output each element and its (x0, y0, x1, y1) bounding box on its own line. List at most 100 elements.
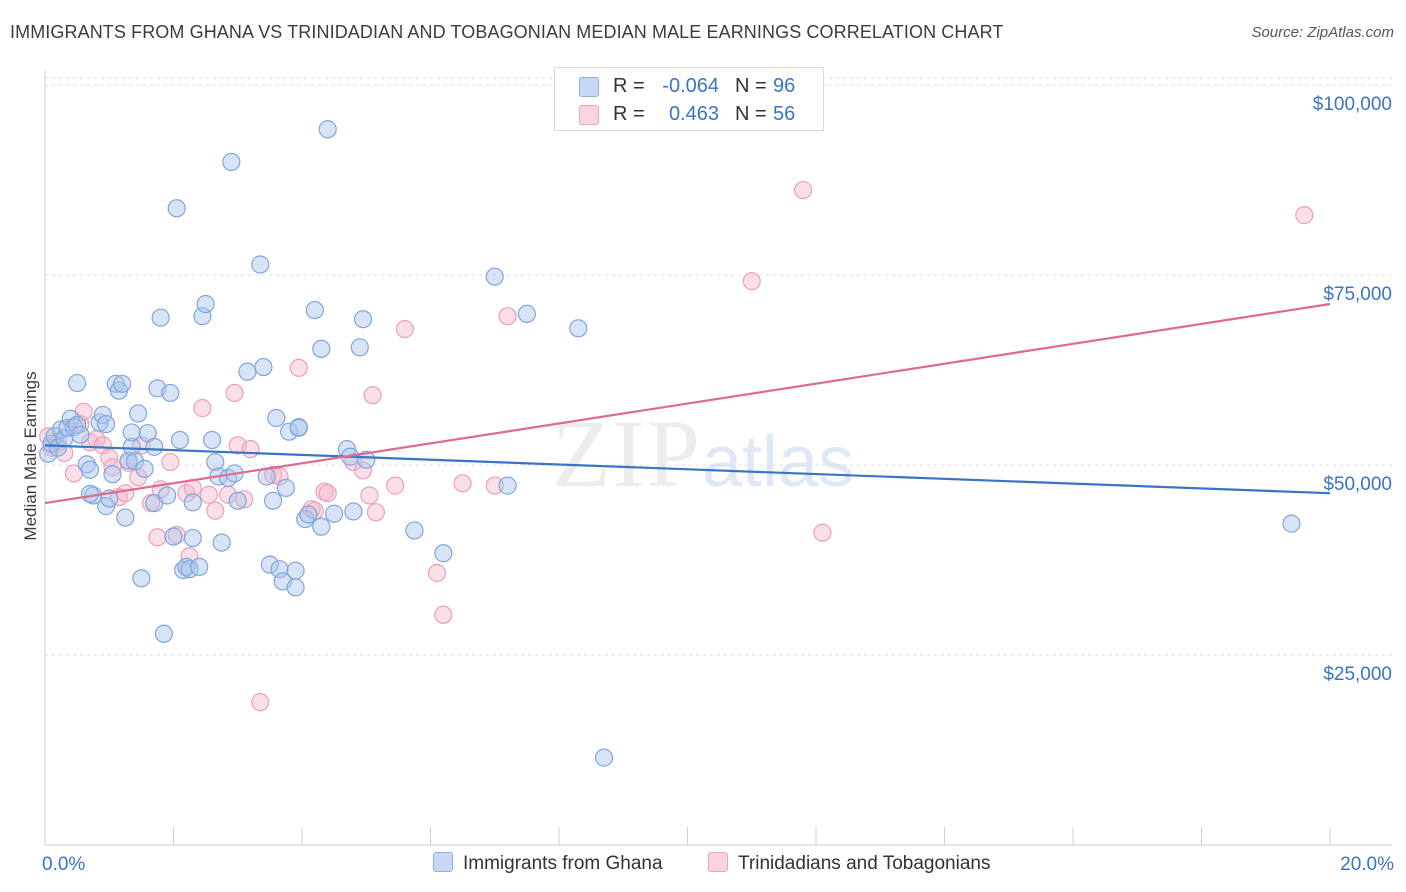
point-trinidadians (366, 503, 385, 522)
point-ghana (112, 374, 132, 393)
point-ghana (145, 437, 164, 456)
bottom-legend-swatch-ghana (433, 852, 453, 872)
y-tick-label: $50,000 (1323, 474, 1392, 495)
y-tick-label: $75,000 (1323, 284, 1392, 305)
point-trinidadians (241, 440, 260, 459)
point-ghana (263, 491, 283, 510)
legend-n-value: 96 (773, 75, 796, 97)
point-ghana (167, 199, 186, 218)
trend-lines (44, 302, 1331, 505)
point-ghana (405, 521, 424, 540)
legend-r-value: 0.463 (668, 103, 719, 125)
point-ghana (251, 255, 270, 274)
point-trinidadians (161, 452, 180, 472)
point-ghana (135, 459, 154, 478)
legend-row-ghana: R = -0.064 N = 96 (555, 73, 823, 101)
point-trinidadians (289, 358, 308, 377)
point-trinidadians (360, 486, 379, 505)
point-trinidadians (386, 476, 405, 495)
point-ghana (164, 527, 183, 546)
point-ghana (353, 310, 373, 329)
point-trinidadians (225, 383, 244, 403)
source-label: Source: ZipAtlas.com (1251, 24, 1394, 41)
point-ghana (312, 517, 331, 536)
bottom-legend-label-trinidadians: Trinidadians and Tobagonians (738, 853, 991, 874)
legend-r-value: -0.064 (662, 75, 719, 97)
point-ghana (77, 455, 96, 474)
point-ghana (68, 415, 87, 434)
point-ghana (350, 338, 369, 357)
point-ghana (116, 508, 135, 527)
point-ghana (119, 451, 138, 470)
chart-title: IMMIGRANTS FROM GHANA VS TRINIDADIAN AND… (10, 22, 1004, 42)
bottom-legend-label-ghana: Immigrants from Ghana (463, 853, 663, 874)
point-trinidadians (363, 386, 382, 405)
point-ghana (286, 561, 305, 580)
point-trinidadians (270, 467, 289, 486)
y-tick-label: $100,000 (1313, 94, 1392, 115)
point-ghana (96, 414, 116, 434)
point-ghana (125, 452, 145, 471)
point-trinidadians (235, 490, 254, 509)
series-ghana-points (39, 120, 1301, 767)
point-ghana (64, 418, 84, 437)
legend-r-label: R = (613, 103, 645, 125)
point-ghana (485, 267, 504, 286)
point-ghana (569, 319, 588, 338)
point-ghana (206, 452, 225, 472)
point-ghana (177, 557, 196, 577)
point-ghana (71, 425, 90, 444)
point-trinidadians (498, 307, 517, 326)
point-trinidadians (206, 501, 225, 520)
legend-n-label: N = (735, 103, 767, 125)
tick-labels: $25,000 $50,000 $75,000 $100,000 0.0% 20.0% (42, 94, 1394, 875)
point-ghana (68, 373, 87, 393)
point-trinidadians (434, 605, 453, 624)
point-ghana (80, 484, 100, 504)
point-ghana (325, 504, 344, 523)
point-ghana (594, 748, 614, 767)
point-ghana (267, 408, 286, 428)
point-ghana (129, 404, 148, 423)
point-ghana (286, 578, 305, 597)
watermark: ZIPatlas (552, 398, 854, 509)
point-trinidadians (794, 180, 813, 200)
point-ghana (276, 478, 296, 497)
legend-n-value: 56 (773, 103, 796, 125)
point-ghana (228, 491, 247, 510)
point-ghana (312, 339, 331, 358)
bottom-legend-ghana: Immigrants from Ghana (433, 852, 663, 875)
point-trinidadians (813, 523, 832, 542)
point-ghana (260, 555, 279, 574)
point-ghana (122, 437, 141, 456)
point-trinidadians (353, 461, 373, 480)
point-trinidadians (1295, 206, 1314, 225)
point-ghana (154, 624, 173, 643)
bottom-legend-trinidadians: Trinidadians and Tobagonians (708, 852, 990, 875)
point-ghana (183, 528, 202, 548)
point-trinidadians (427, 563, 447, 583)
point-ghana (222, 152, 241, 172)
point-ghana (498, 476, 517, 495)
point-ghana (1282, 514, 1301, 533)
legend-row-trinidadians: R = 0.463 N = 56 (555, 101, 823, 129)
point-ghana (170, 430, 190, 450)
point-trinidadians (485, 476, 504, 495)
point-trinidadians (251, 693, 270, 712)
point-ghana (517, 304, 536, 323)
point-ghana (80, 460, 100, 479)
legend-r-label: R = (613, 75, 645, 97)
point-ghana (190, 557, 209, 577)
bottom-legend-swatch-trinidadians (708, 852, 728, 872)
watermark-atlas: atlas (702, 422, 855, 502)
point-ghana (183, 493, 202, 512)
point-ghana (357, 450, 376, 469)
trend-line-trinidadians (44, 302, 1331, 505)
point-trinidadians (742, 272, 761, 291)
point-trinidadians (395, 319, 414, 339)
point-ghana (305, 300, 324, 320)
point-ghana (151, 308, 170, 327)
point-trinidadians (453, 474, 472, 493)
point-trinidadians (148, 528, 167, 547)
